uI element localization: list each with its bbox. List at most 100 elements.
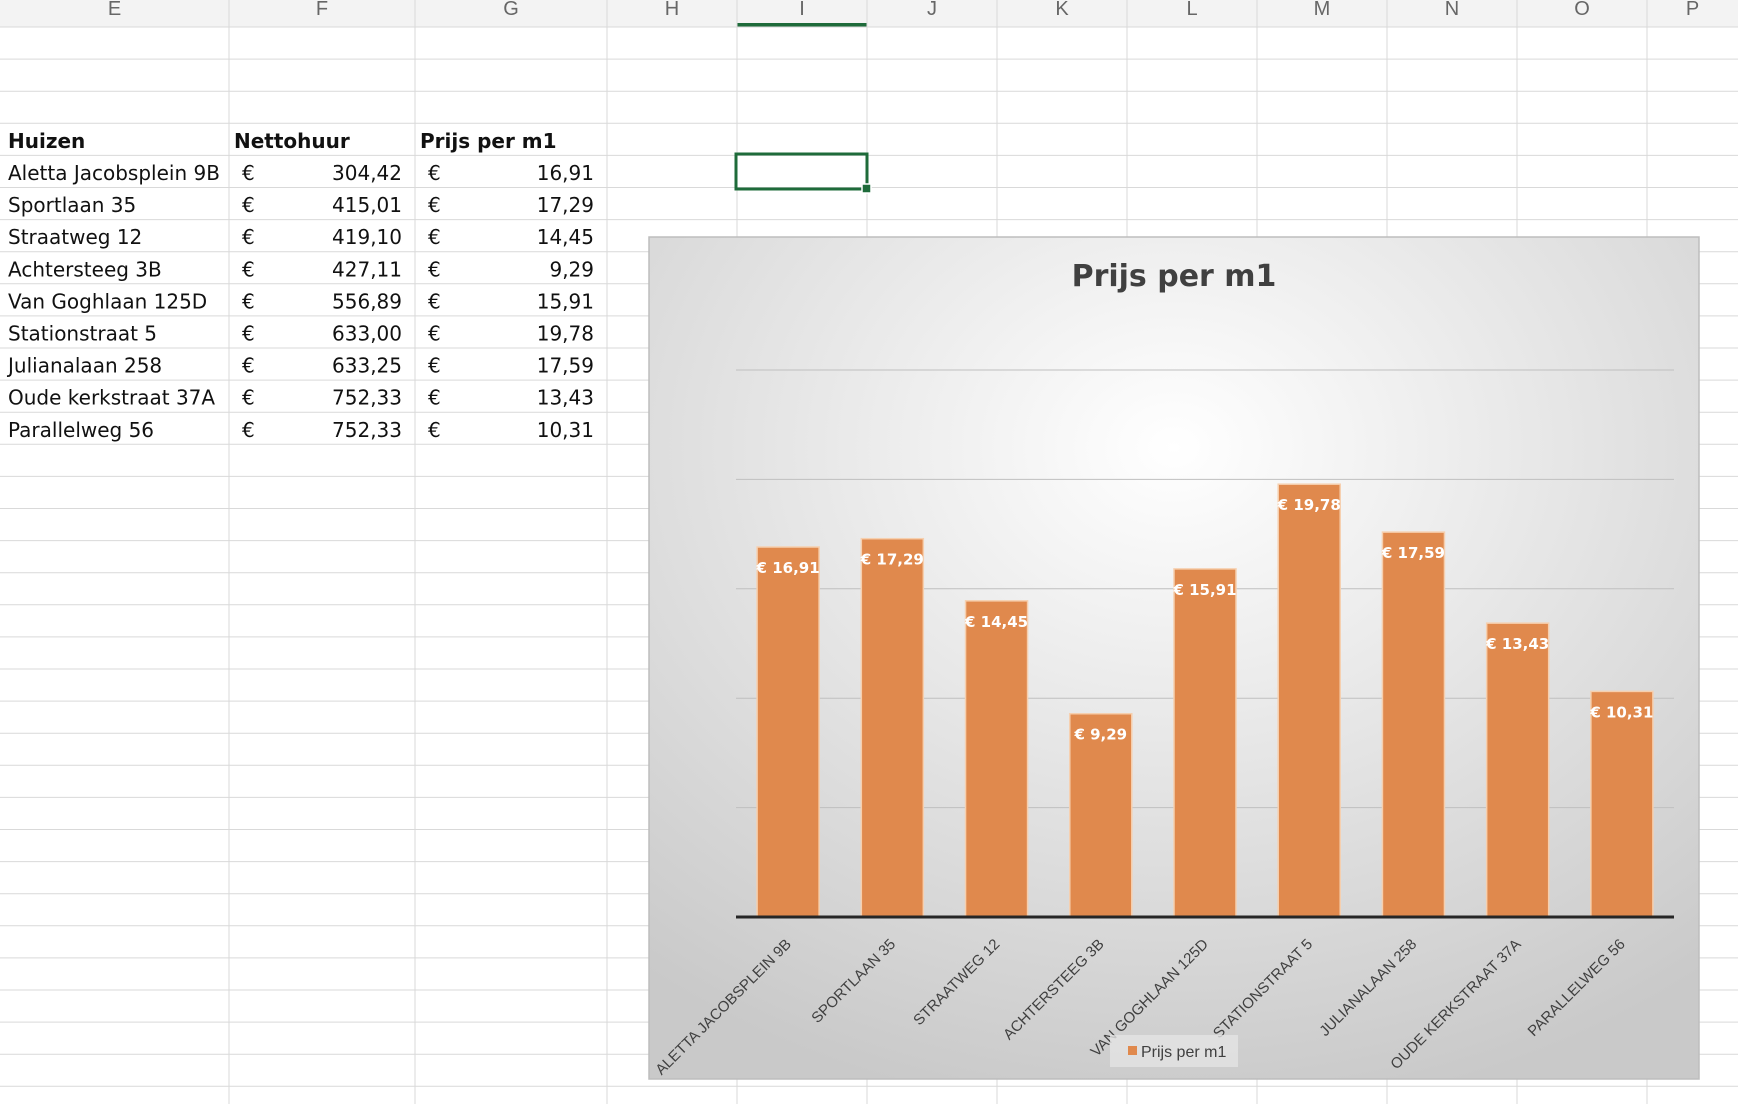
cell-rent-currency: € xyxy=(242,193,255,217)
column-header-l[interactable]: L xyxy=(1186,0,1197,20)
chart-data-label: € 17,29 xyxy=(860,551,924,569)
chart-data-label: € 17,59 xyxy=(1381,544,1445,562)
column-header-j[interactable]: J xyxy=(927,0,937,20)
cell-house-name[interactable]: Aletta Jacobsplein 9B xyxy=(8,161,220,185)
cell-price-value[interactable]: 9,29 xyxy=(549,257,594,281)
chart-bar[interactable] xyxy=(1173,568,1237,918)
chart-legend[interactable]: Prijs per m1 xyxy=(1110,1035,1238,1067)
selected-cell[interactable] xyxy=(734,152,869,191)
table-row: Parallelweg 56 €752,33 €10,31 xyxy=(8,418,594,442)
cell-rent-currency: € xyxy=(242,289,255,313)
chart-data-label: € 14,45 xyxy=(964,613,1028,631)
chart-bar[interactable] xyxy=(1381,531,1446,918)
cell-rent-currency: € xyxy=(242,161,255,185)
cell-rent-currency: € xyxy=(242,354,255,378)
cell-house-name[interactable]: Julianalaan 258 xyxy=(6,354,162,378)
cell-house-name[interactable]: Oude kerkstraat 37A xyxy=(8,386,215,410)
column-header-bar xyxy=(0,0,1738,27)
cell-price-value[interactable]: 16,91 xyxy=(537,161,594,185)
table-row: Aletta Jacobsplein 9B €304,42 €16,91 xyxy=(8,161,594,185)
cell-price-currency: € xyxy=(428,418,441,442)
cell-house-name[interactable]: Straatweg 12 xyxy=(8,225,142,249)
cell-rent-currency: € xyxy=(242,257,255,281)
column-headers: E F G H I J K L M N O P xyxy=(108,0,1699,20)
column-header-k[interactable]: K xyxy=(1055,0,1069,20)
price-table: Huizen Nettohuur Prijs per m1 Aletta Jac… xyxy=(6,129,594,442)
header-nettohuur[interactable]: Nettohuur xyxy=(234,129,350,153)
cell-price-currency: € xyxy=(428,193,441,217)
column-header-p[interactable]: P xyxy=(1686,0,1699,20)
cell-rent-value[interactable]: 633,25 xyxy=(332,354,402,378)
cell-rent-value[interactable]: 633,00 xyxy=(332,322,402,346)
chart-bar[interactable] xyxy=(1069,712,1133,918)
chart-data-label: € 16,91 xyxy=(756,559,820,577)
table-row: Julianalaan 258 €633,25 €17,59 xyxy=(6,354,594,378)
column-header-o[interactable]: O xyxy=(1574,0,1590,20)
cell-price-currency: € xyxy=(428,161,441,185)
chart-bar[interactable] xyxy=(860,537,925,918)
chart-data-label: € 19,78 xyxy=(1277,496,1341,514)
column-header-g[interactable]: G xyxy=(503,0,519,20)
table-row: Van Goghlaan 125D €556,89 €15,91 xyxy=(8,289,594,313)
bar-chart[interactable]: Prijs per m1 € 16,91 € 17,29 € 14,45 € 9,29… xyxy=(648,236,1700,1080)
header-huizen[interactable]: Huizen xyxy=(8,129,85,153)
chart-bar[interactable] xyxy=(756,546,820,918)
chart-data-label: € 9,29 xyxy=(1073,726,1127,744)
chart-bars: € 16,91 € 17,29 € 14,45 € 9,29 € 15,91 € 19,7… xyxy=(756,483,1654,918)
cell-house-name[interactable]: Parallelweg 56 xyxy=(8,418,154,442)
chart-data-label: € 13,43 xyxy=(1485,635,1549,653)
cell-price-value[interactable]: 19,78 xyxy=(537,322,594,346)
column-header-h[interactable]: H xyxy=(665,0,679,20)
cell-rent-currency: € xyxy=(242,322,255,346)
table-rows: Aletta Jacobsplein 9B €304,42 €16,91 Sportl… xyxy=(6,161,594,442)
cell-price-value[interactable]: 10,31 xyxy=(537,418,594,442)
cell-price-currency: € xyxy=(428,289,441,313)
cell-rent-value[interactable]: 427,11 xyxy=(332,257,402,281)
column-header-i[interactable]: I xyxy=(799,0,805,20)
chart-data-label: € 10,31 xyxy=(1589,703,1653,721)
cell-rent-currency: € xyxy=(242,386,255,410)
chart-bar[interactable] xyxy=(964,600,1029,918)
cell-house-name[interactable]: Sportlaan 35 xyxy=(8,193,136,217)
cell-rent-value[interactable]: 752,33 xyxy=(332,418,402,442)
cell-rent-value[interactable]: 556,89 xyxy=(332,289,402,313)
header-prijs-per-m1[interactable]: Prijs per m1 xyxy=(420,129,557,153)
column-header-m[interactable]: M xyxy=(1314,0,1331,20)
chart-bar[interactable] xyxy=(1277,483,1341,918)
cell-rent-value[interactable]: 752,33 xyxy=(332,386,402,410)
chart-title[interactable]: Prijs per m1 xyxy=(1072,259,1277,294)
selected-column-indicator xyxy=(737,23,867,27)
cell-price-currency: € xyxy=(428,386,441,410)
cell-house-name[interactable]: Stationstraat 5 xyxy=(8,322,157,346)
cell-price-value[interactable]: 14,45 xyxy=(537,225,594,249)
table-row: Sportlaan 35 €415,01 €17,29 xyxy=(8,193,594,217)
cell-price-currency: € xyxy=(428,257,441,281)
cell-price-value[interactable]: 13,43 xyxy=(537,386,594,410)
legend-swatch xyxy=(1128,1046,1137,1055)
cell-rent-currency: € xyxy=(242,418,255,442)
cell-price-value[interactable]: 15,91 xyxy=(537,289,594,313)
table-row: Straatweg 12 €419,10 €14,45 xyxy=(8,225,594,249)
cell-rent-value[interactable]: 304,42 xyxy=(332,161,402,185)
fill-handle[interactable] xyxy=(861,183,872,194)
legend-label: Prijs per m1 xyxy=(1141,1044,1226,1061)
cell-price-currency: € xyxy=(428,225,441,249)
cell-price-value[interactable]: 17,29 xyxy=(537,193,594,217)
chart-data-label: € 15,91 xyxy=(1172,581,1236,599)
chart-bar[interactable] xyxy=(1485,622,1550,918)
table-row: Achtersteeg 3B €427,11 €9,29 xyxy=(8,257,594,281)
cell-price-currency: € xyxy=(428,354,441,378)
cell-price-value[interactable]: 17,59 xyxy=(537,354,594,378)
cell-house-name[interactable]: Van Goghlaan 125D xyxy=(8,289,207,313)
table-row: Stationstraat 5 €633,00 €19,78 xyxy=(8,322,594,346)
cell-price-currency: € xyxy=(428,322,441,346)
column-header-e[interactable]: E xyxy=(108,0,121,20)
cell-rent-value[interactable]: 415,01 xyxy=(332,193,402,217)
chart-bar[interactable] xyxy=(1590,690,1654,918)
cell-house-name[interactable]: Achtersteeg 3B xyxy=(8,257,162,281)
cell-rent-value[interactable]: 419,10 xyxy=(332,225,402,249)
column-header-n[interactable]: N xyxy=(1445,0,1459,20)
table-row: Oude kerkstraat 37A €752,33 €13,43 xyxy=(8,386,594,410)
column-header-f[interactable]: F xyxy=(316,0,328,20)
